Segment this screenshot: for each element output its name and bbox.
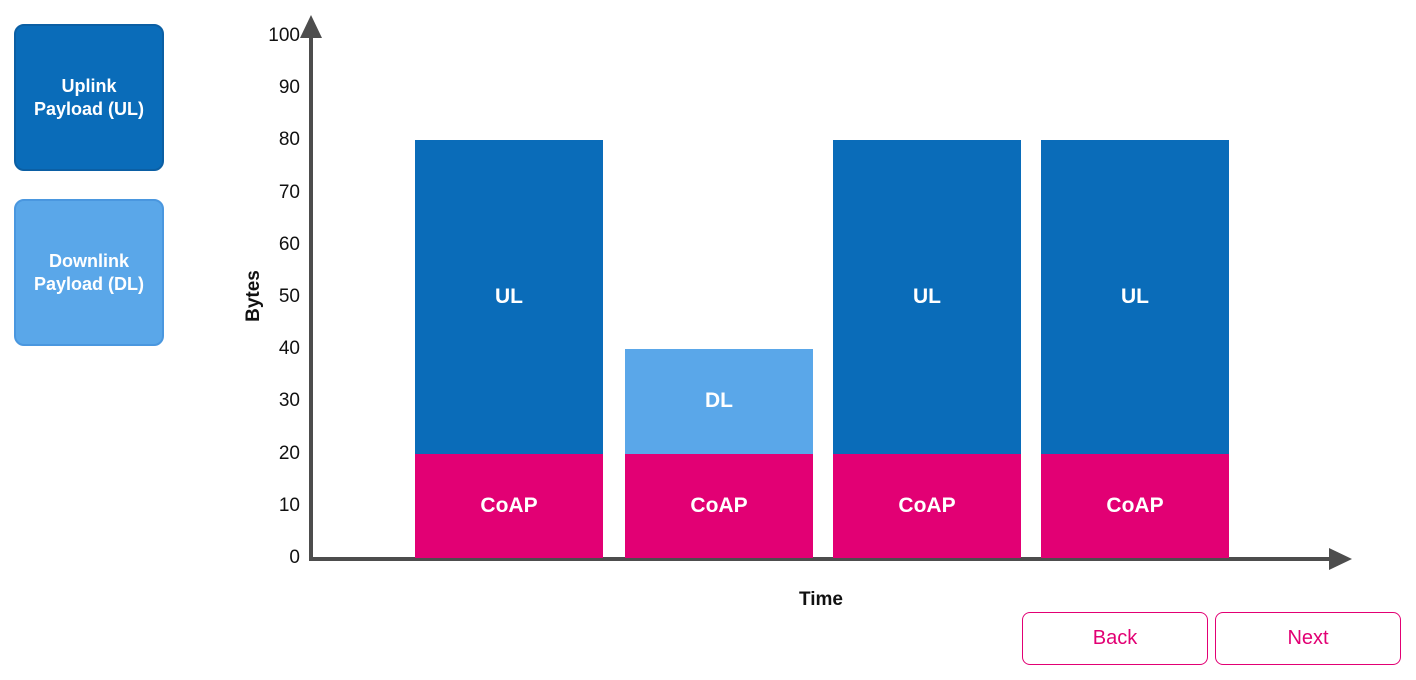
bar-3-segment-ul: UL [833,140,1021,454]
next-button[interactable]: Next [1215,612,1401,665]
y-axis-arrow-icon [300,15,322,38]
y-tick-label: 10 [278,494,300,516]
bar-4-segment-coap: CoAP [1041,453,1229,558]
legend-downlink-label: Downlink Payload (DL) [34,250,144,296]
y-tick-label: 90 [278,77,300,99]
bar-segment-label: CoAP [480,493,538,517]
bar-segment-label: UL [1121,284,1149,308]
bar-1-segment-ul: UL [415,140,603,454]
legend-uplink-line2: Payload (UL) [33,98,144,119]
x-axis-line [309,557,1341,561]
x-axis-title: Time [798,589,844,610]
bar-segment-label: CoAP [898,493,956,517]
y-tick-label: 20 [278,442,300,464]
y-tick-label: 0 [289,547,300,568]
back-button[interactable]: Back [1022,612,1208,665]
bar-2-segment-dl: DL [625,349,813,454]
bar-segment-label: CoAP [1106,493,1164,517]
y-tick-label: 40 [278,338,300,360]
bar-segment-label: DL [705,389,733,413]
legend-uplink-payload: Uplink Payload (UL) [14,24,164,171]
bar-segment-label: UL [913,284,941,308]
legend-downlink-payload: Downlink Payload (DL) [14,199,164,346]
legend-uplink-label: Uplink Payload (UL) [34,75,144,121]
y-tick-label: 70 [278,181,300,203]
bar-3-segment-coap: CoAP [833,453,1021,558]
legend-downlink-line2: Payload (DL) [33,273,144,294]
bar-1-segment-coap: CoAP [415,453,603,558]
bar-segment-label: CoAP [690,493,748,517]
bar-segment-label: UL [495,284,523,308]
legend-uplink-line1: Uplink [61,75,117,96]
bar-2-segment-coap: CoAP [625,453,813,558]
y-tick-label: 30 [278,390,300,412]
y-tick-label: 80 [278,129,300,151]
y-tick-label: 100 [268,25,300,46]
y-tick-label: 50 [278,286,300,307]
y-axis-line [309,28,313,560]
y-tick-label: 60 [278,233,300,255]
x-axis-arrow-icon [1329,548,1352,570]
bar-4-segment-ul: UL [1041,140,1229,454]
legend-downlink-line1: Downlink [48,250,129,271]
